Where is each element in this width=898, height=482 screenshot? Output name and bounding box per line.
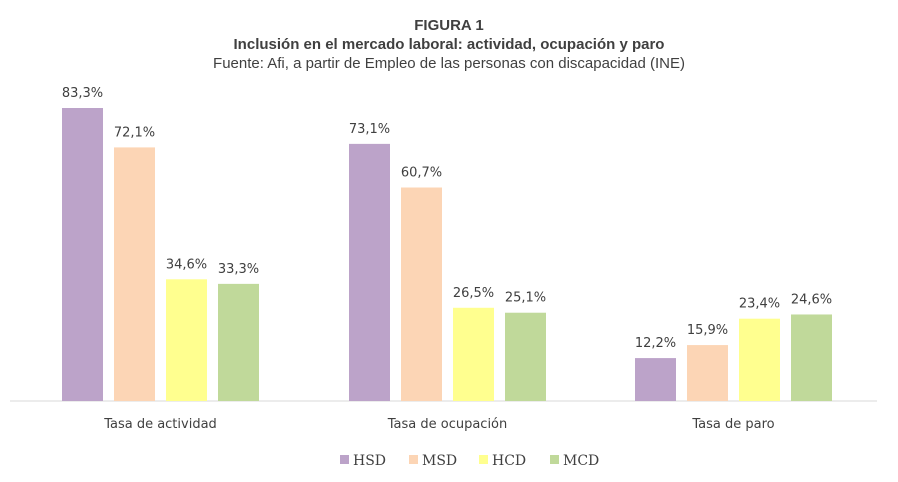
bar-mcd-1 (505, 312, 546, 401)
bar-hsd-0 (62, 108, 103, 401)
bar-msd-0 (114, 147, 155, 401)
data-label: 12,2% (635, 336, 676, 351)
bar-mcd-2 (791, 314, 832, 401)
legend-label-msd: MSD (422, 453, 457, 469)
data-label: 33,3% (218, 262, 259, 277)
legend-swatch-hcd (479, 455, 488, 464)
data-label: 60,7% (401, 165, 442, 180)
legend-swatch-msd (409, 455, 418, 464)
bar-hcd-0 (166, 279, 207, 401)
bar-mcd-0 (218, 283, 259, 401)
data-label: 73,1% (349, 122, 390, 137)
data-label: 34,6% (166, 257, 207, 272)
bar-hsd-2 (635, 358, 676, 401)
bar-msd-2 (687, 345, 728, 401)
bar-hcd-2 (739, 318, 780, 401)
category-label: Tasa de paro (691, 417, 774, 432)
legend-swatch-mcd (550, 455, 559, 464)
data-label: 25,1% (505, 291, 546, 306)
legend-label-hsd: HSD (353, 453, 386, 469)
data-label: 23,4% (739, 297, 780, 312)
data-label: 24,6% (791, 292, 832, 307)
category-label: Tasa de ocupación (387, 417, 508, 432)
legend-label-mcd: MCD (563, 453, 599, 469)
chart-title-block: FIGURA 1 Inclusión en el mercado laboral… (0, 16, 898, 73)
bar-msd-1 (401, 187, 442, 401)
bar-hcd-1 (453, 307, 494, 401)
data-label: 72,1% (114, 125, 155, 140)
bars-group (62, 108, 832, 401)
legend: HSD MSD HCD MCD (340, 453, 599, 469)
data-labels-group: 83,3% 72,1% 34,6% 33,3% 73,1% 60,7% 26,5% 25,1%… (62, 86, 832, 351)
bar-hsd-1 (349, 143, 390, 401)
category-labels-group: Tasa de actividad Tasa de ocupación Tasa d… (103, 417, 774, 432)
data-label: 26,5% (453, 286, 494, 301)
legend-swatch-hsd (340, 455, 349, 464)
legend-label-hcd: HCD (492, 453, 526, 469)
chart-subtitle: Inclusión en el mercado laboral: activid… (233, 36, 665, 53)
data-label: 15,9% (687, 323, 728, 338)
data-label: 83,3% (62, 86, 103, 101)
category-label: Tasa de actividad (103, 417, 217, 432)
chart-source: Fuente: Afi, a partir de Empleo de las p… (213, 55, 685, 72)
chart-title: FIGURA 1 (414, 17, 484, 34)
